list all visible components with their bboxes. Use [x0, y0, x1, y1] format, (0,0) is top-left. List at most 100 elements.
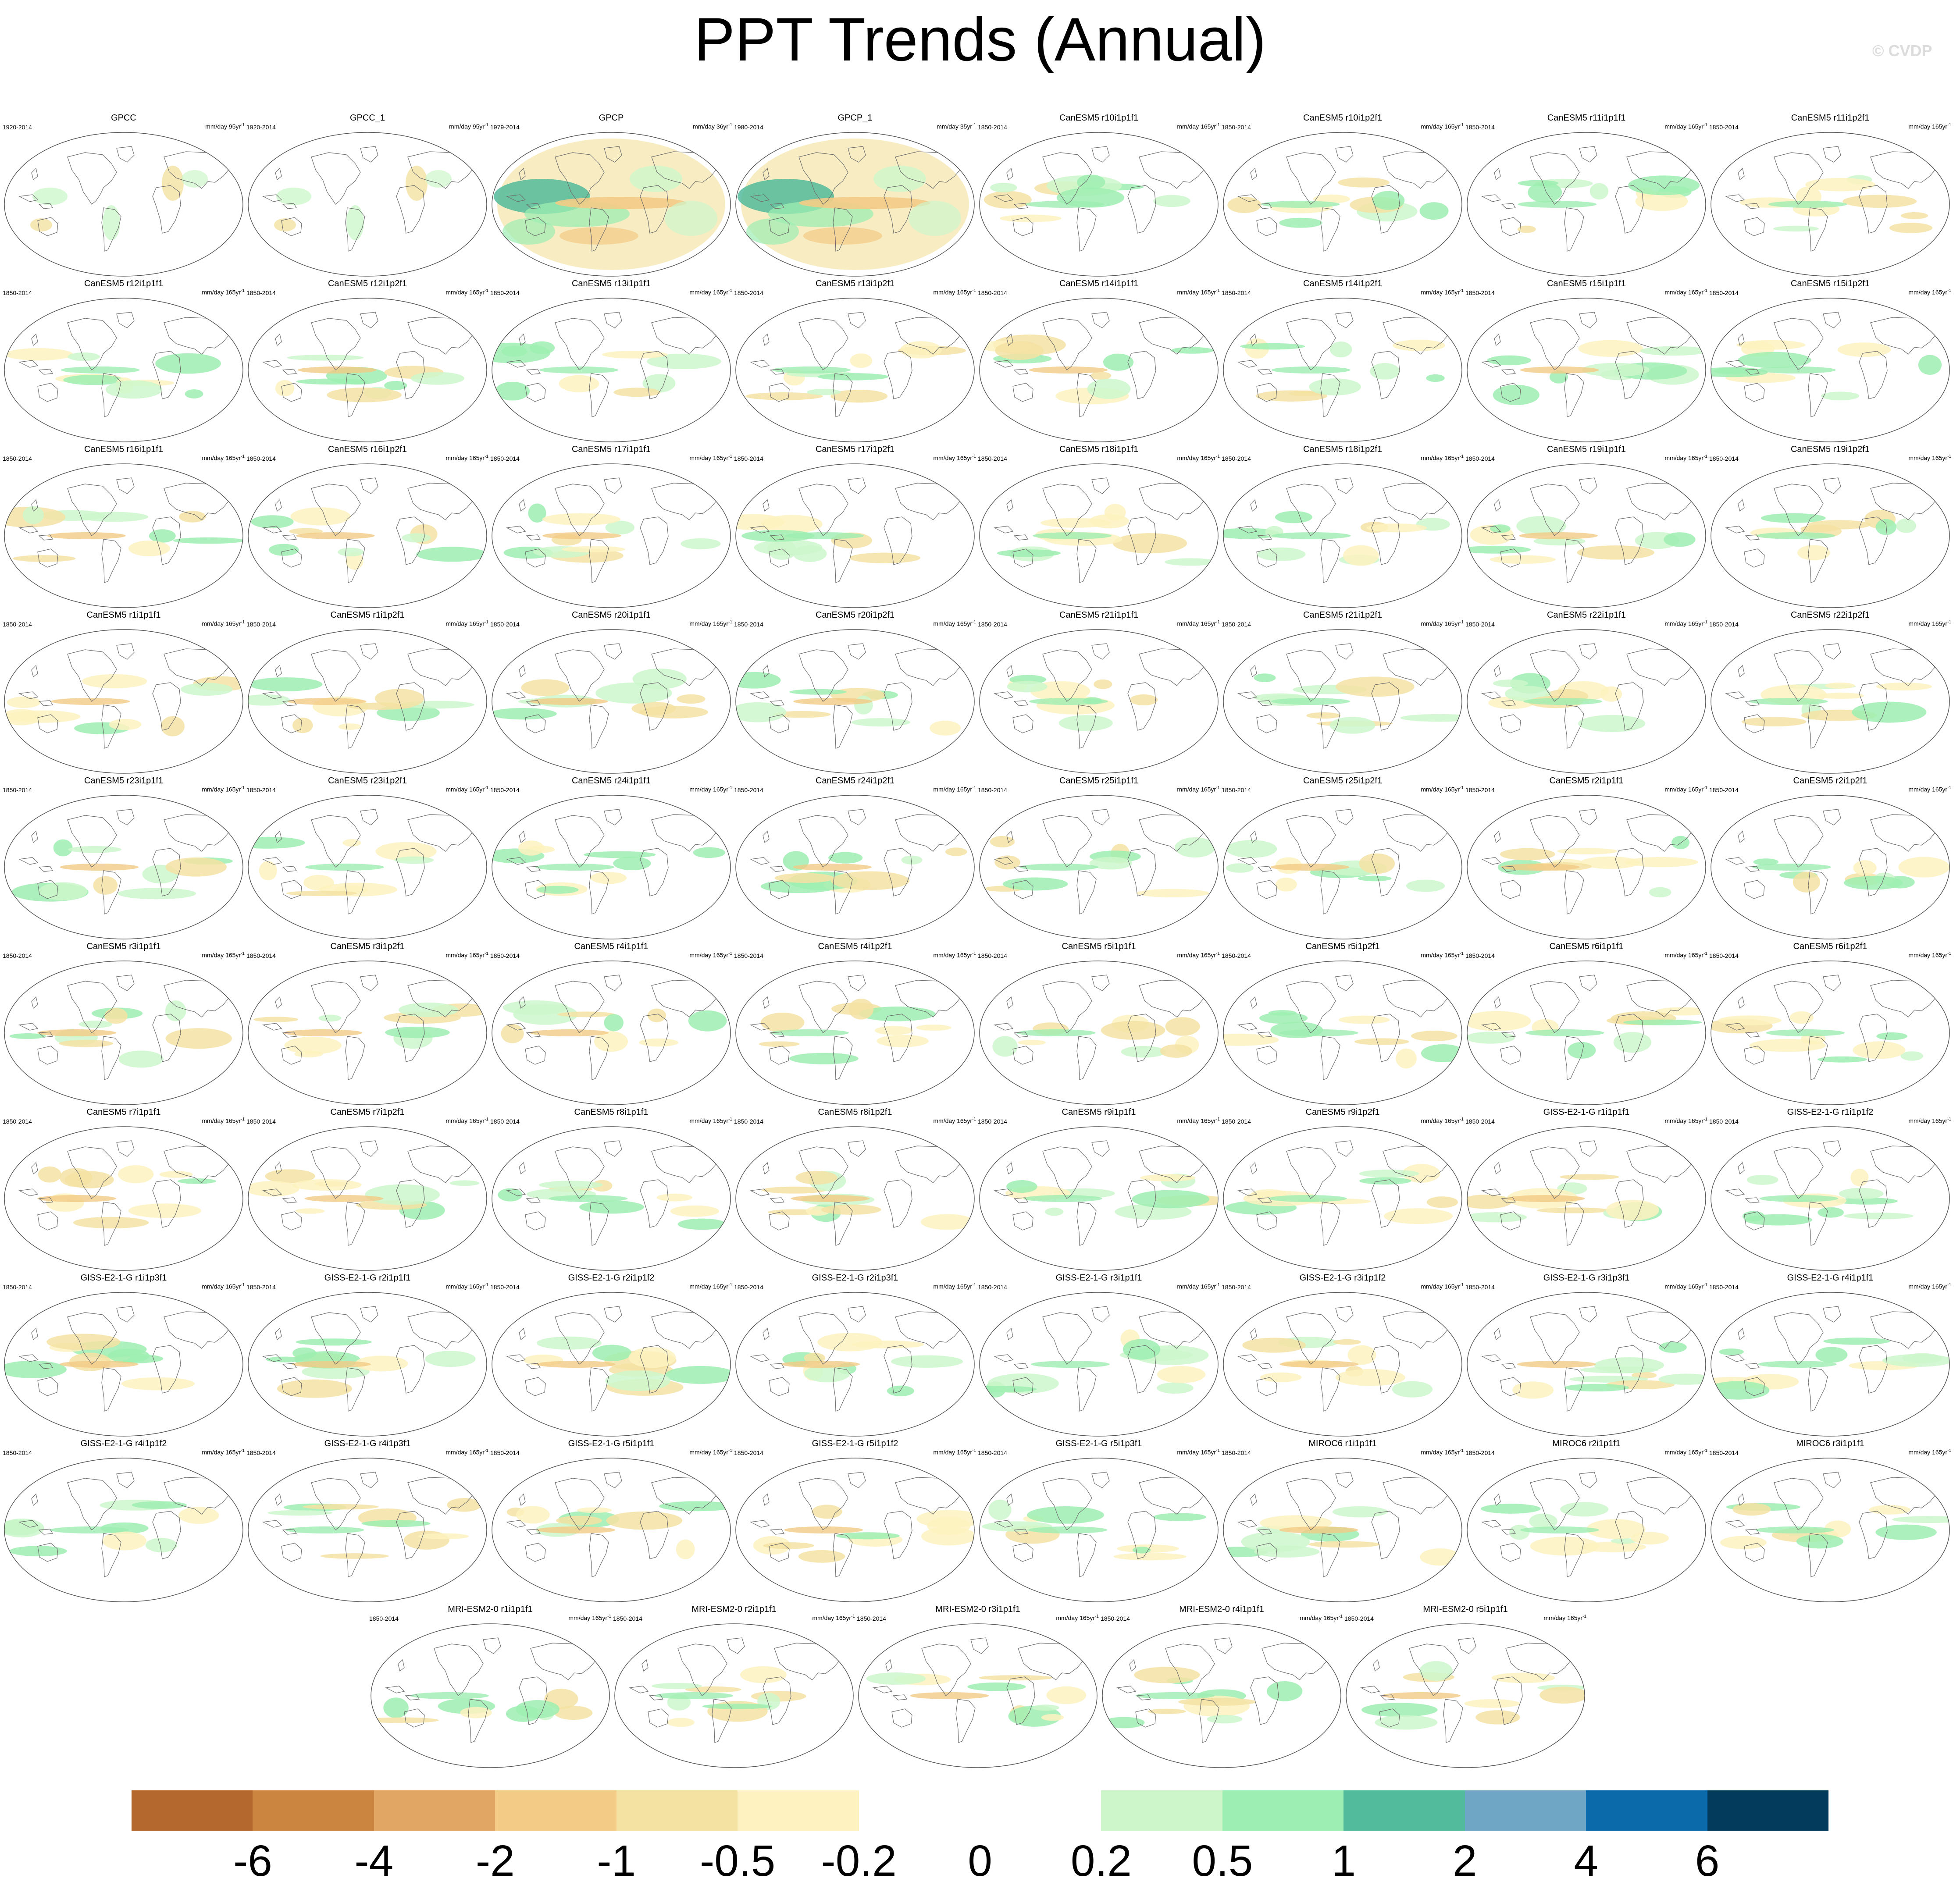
- coastline: [1745, 866, 1760, 872]
- map-panel: GISS-E2-1-G r4i1p1f1 1850-2014 mm/day 165y…: [1708, 1273, 1952, 1439]
- coastline: [1091, 312, 1110, 328]
- panel-title: GISS-E2-1-G r5i1p1f2: [812, 1439, 898, 1448]
- trend-shading: [1509, 1525, 1530, 1540]
- coastline: [1006, 830, 1013, 843]
- coastline: [884, 1179, 912, 1228]
- coastline: [525, 880, 546, 899]
- panel-units: mm/day 165yr-1: [202, 288, 245, 296]
- coastline: [262, 1023, 282, 1031]
- coastline: [1006, 499, 1013, 512]
- robinson-map: [492, 132, 731, 277]
- trend-shading: [1103, 353, 1134, 371]
- trend-shading: [1270, 864, 1350, 871]
- coastline: [1139, 483, 1205, 520]
- panel-units: mm/day 165yr-1: [1177, 1283, 1220, 1290]
- robinson-map: [979, 1458, 1219, 1602]
- robinson-map: [1467, 132, 1706, 277]
- trend-shading: [555, 197, 687, 209]
- coastline: [589, 373, 609, 417]
- trend-shading: [495, 381, 530, 401]
- panel-units: mm/day 165yr-1: [689, 454, 732, 462]
- panel-years: 1850-2014: [490, 952, 520, 959]
- panel-years: 1850-2014: [490, 1118, 520, 1125]
- panel-title: CanESM5 r22i1p2f1: [1790, 610, 1870, 620]
- map-border: [248, 1292, 487, 1437]
- coastline: [1744, 1543, 1765, 1562]
- trend-shading: [518, 840, 544, 856]
- panel-title: GISS-E2-1-G r4i1p3f1: [324, 1439, 411, 1448]
- coastline: [506, 1023, 526, 1031]
- coastline: [360, 1306, 378, 1323]
- coastline: [1139, 980, 1205, 1017]
- coastline: [763, 996, 770, 1009]
- coastline: [164, 317, 230, 355]
- panel-years: 1850-2014: [1465, 1118, 1495, 1125]
- coastline: [1564, 1533, 1584, 1577]
- colorbar-tick-label: -1: [597, 1836, 636, 1885]
- map-panel: MIROC6 r2i1p1f1 1850-2014 mm/day 165yr-1: [1465, 1439, 1708, 1604]
- coastline: [519, 1162, 526, 1175]
- coastline: [1013, 203, 1029, 209]
- trend-shading: [1835, 1197, 1898, 1205]
- coastline: [1808, 870, 1828, 914]
- trend-shading: [4, 1360, 67, 1378]
- coastline: [38, 203, 53, 209]
- trend-shading: [909, 201, 961, 236]
- coastline: [833, 1036, 853, 1080]
- panel-title: MRI-ESM2-0 r5i1p1f1: [1423, 1604, 1508, 1614]
- map-panel: CanESM5 r23i1p1f1 1850-2014 mm/day 165yr-1: [2, 776, 246, 942]
- trend-shading: [1375, 1715, 1438, 1730]
- trend-shading: [1019, 864, 1098, 871]
- coastline: [396, 1345, 425, 1394]
- trend-shading: [1338, 177, 1390, 188]
- trend-shading: [342, 839, 361, 847]
- trend-shading: [1123, 1339, 1161, 1360]
- map-panel: CanESM5 r16i1p2f1 1850-2014 mm/day 165yr-1: [246, 445, 489, 610]
- coastline: [1076, 1202, 1097, 1246]
- coastline: [506, 1188, 526, 1196]
- map-border: [1711, 795, 1950, 939]
- map-border: [1711, 1126, 1950, 1271]
- coastline: [1076, 1036, 1097, 1080]
- trend-shading: [584, 851, 656, 858]
- coastline: [1383, 151, 1449, 189]
- coastline: [1360, 1686, 1380, 1693]
- panel-years: 1850-2014: [1709, 1449, 1739, 1456]
- coastline: [468, 1699, 488, 1743]
- coastline: [38, 866, 53, 872]
- coastline: [152, 351, 181, 399]
- panel-units: mm/day 165yr-1: [689, 1283, 732, 1290]
- coastline: [281, 548, 302, 568]
- map-border: [614, 1623, 854, 1768]
- coastline: [1745, 203, 1760, 209]
- coastline: [1257, 534, 1272, 541]
- panel-title: CanESM5 r7i1p2f1: [330, 1107, 405, 1117]
- trend-shading: [1028, 1526, 1108, 1533]
- coastline: [1286, 318, 1336, 370]
- trend-shading: [1361, 1703, 1438, 1717]
- coastline: [38, 369, 53, 375]
- trend-shading: [1823, 1338, 1890, 1345]
- trend-shading: [1396, 1048, 1417, 1069]
- trend-shading: [178, 1507, 219, 1524]
- coastline: [1076, 207, 1097, 252]
- trend-shading: [891, 1355, 963, 1368]
- trend-shading: [859, 1007, 936, 1021]
- trend-shading: [992, 1036, 1018, 1057]
- coastline: [1564, 1036, 1584, 1080]
- panel-years: 1850-2014: [1465, 289, 1495, 296]
- trend-shading: [1029, 366, 1108, 374]
- coastline: [345, 1202, 365, 1246]
- coastline: [1500, 880, 1521, 899]
- panel-title: CanESM5 r25i1p2f1: [1303, 776, 1383, 786]
- panel-units: mm/day 165yr-1: [1177, 454, 1220, 462]
- panel-years: 1850-2014: [1709, 455, 1739, 462]
- coastline: [101, 1533, 121, 1577]
- panel-units: mm/day 165yr-1: [1421, 620, 1464, 627]
- trend-shading: [121, 1377, 195, 1391]
- trend-shading: [1568, 1042, 1596, 1059]
- trend-shading: [39, 882, 88, 900]
- coastline: [1371, 1511, 1400, 1559]
- coastline: [955, 1699, 976, 1743]
- panel-years: 1850-2014: [246, 455, 276, 462]
